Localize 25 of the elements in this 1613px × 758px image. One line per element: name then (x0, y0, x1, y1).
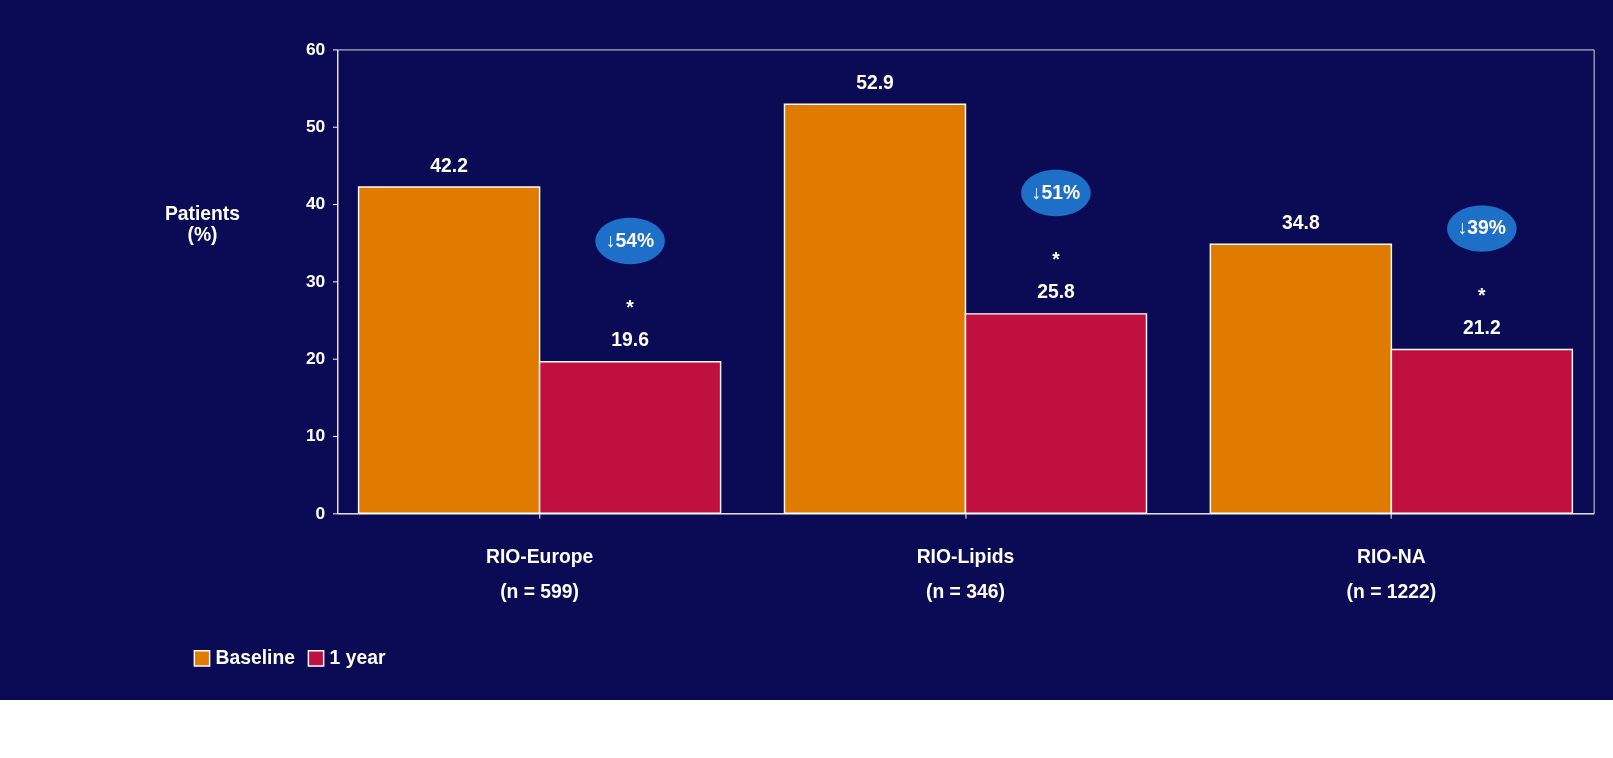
annotation: * (626, 297, 635, 319)
data-label: 52.9 (856, 71, 895, 93)
annotation: * (1052, 249, 1061, 271)
y-tick-label: 0 (315, 502, 326, 523)
y-axis-title: Patients (%) (164, 203, 241, 246)
y-tick-label: 60 (305, 38, 326, 59)
annotation: ↓54% (605, 229, 655, 251)
legend-label: Baseline (215, 647, 296, 669)
annotation: ↓39% (1457, 217, 1507, 239)
legend-label: 1 year (329, 647, 386, 669)
data-label: 25.8 (1037, 281, 1076, 303)
data-label: 42.2 (430, 154, 468, 176)
x-tick-label: RIO-NA (n = 1222) (1346, 546, 1437, 602)
y-tick-label: 30 (305, 270, 326, 291)
data-label: 21.2 (1463, 316, 1501, 338)
data-label: 19.6 (611, 329, 650, 351)
data-label: 34.8 (1282, 211, 1320, 233)
annotation: * (1478, 285, 1487, 307)
y-tick-label: 10 (305, 425, 326, 446)
y-tick-label: 40 (305, 193, 326, 214)
annotation: ↓51% (1031, 181, 1081, 203)
y-tick-label: 20 (305, 348, 326, 369)
x-tick-label: RIO-Europe (n = 599) (485, 546, 594, 602)
y-tick-label: 50 (305, 116, 326, 137)
x-tick-label: RIO-Lipids (n = 346) (916, 546, 1015, 602)
